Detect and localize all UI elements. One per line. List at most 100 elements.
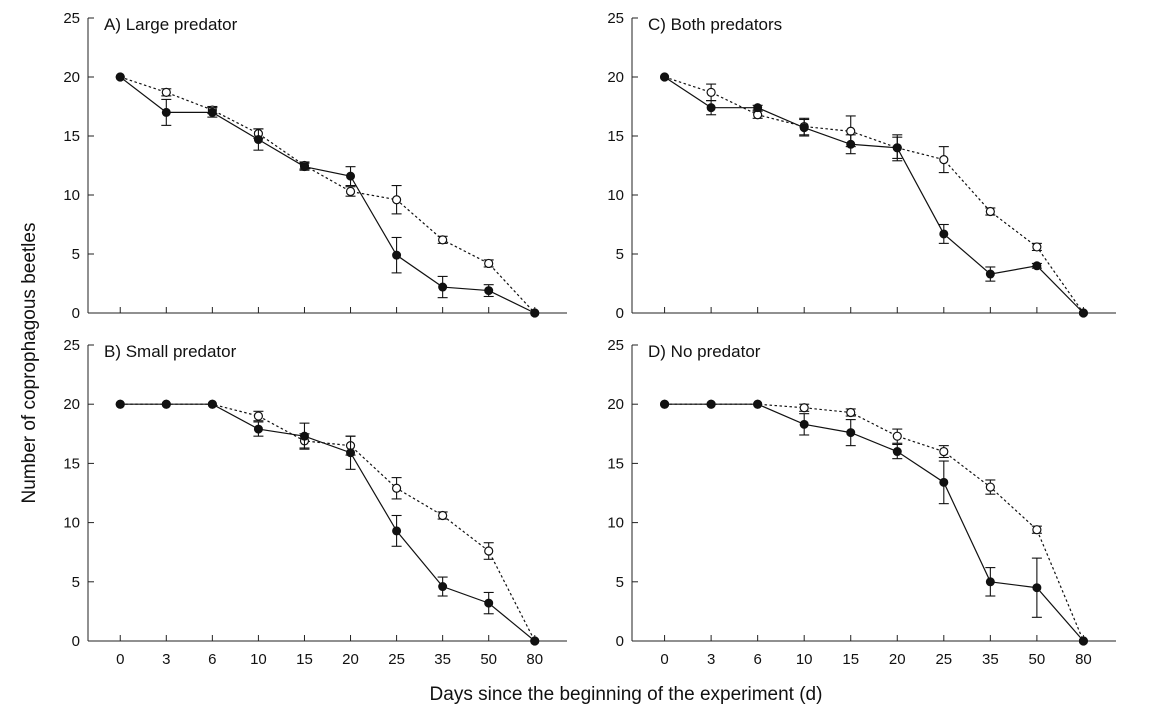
y-tick-label: 10 xyxy=(607,187,624,204)
x-tick-label: 80 xyxy=(1075,651,1092,668)
data-point-filled xyxy=(753,399,763,409)
series-line-filled xyxy=(664,76,1084,314)
data-point-open xyxy=(1032,525,1042,535)
y-tick-label: 15 xyxy=(607,128,624,145)
x-axis-title: Days since the beginning of the experime… xyxy=(430,684,823,705)
panel-title: C) Both predators xyxy=(648,15,782,34)
chart-panel-4: 0 5 10 15 20 25 0 3 6 10 15 20 25 35 50 80 D) No predato… xyxy=(607,337,1116,668)
series-line-open xyxy=(120,403,536,642)
x-tick-label: 3 xyxy=(707,651,715,668)
data-point-open xyxy=(161,87,171,97)
y-tick-label: 5 xyxy=(616,574,624,591)
data-point-filled xyxy=(1078,636,1088,646)
data-point-open xyxy=(799,403,809,413)
panel-title: D) No predator xyxy=(648,342,761,361)
data-point-filled xyxy=(846,428,856,438)
data-point-open xyxy=(846,407,856,418)
x-tick-label: 25 xyxy=(388,651,405,668)
data-point-filled xyxy=(438,582,448,592)
x-tick-label: 35 xyxy=(434,651,451,668)
data-point-filled xyxy=(207,399,217,409)
data-point-filled xyxy=(346,448,356,458)
data-point-open xyxy=(391,195,402,205)
x-tick-label: 3 xyxy=(162,651,170,668)
y-tick-label: 20 xyxy=(607,69,624,86)
data-point-open xyxy=(253,411,264,421)
data-point-filled xyxy=(299,431,309,441)
data-point-filled xyxy=(985,577,995,587)
data-point-open xyxy=(892,431,902,441)
data-point-filled xyxy=(161,399,171,409)
data-point-filled xyxy=(392,250,402,260)
data-point-filled xyxy=(799,419,809,429)
x-tick-label: 0 xyxy=(116,651,124,668)
data-point-filled xyxy=(530,308,540,318)
data-point-filled xyxy=(253,135,263,145)
x-tick-label: 0 xyxy=(660,651,668,668)
data-point-filled xyxy=(115,399,125,409)
chart-panel-3: 0 5 10 15 20 25 C) Both predators xyxy=(607,10,1116,322)
series-line-filled xyxy=(664,403,1084,642)
y-tick-label: 5 xyxy=(616,246,624,263)
panel-title: A) Large predator xyxy=(104,15,238,34)
y-tick-label: 0 xyxy=(616,633,624,650)
data-point-filled xyxy=(207,107,217,117)
x-tick-label: 20 xyxy=(342,651,359,668)
y-tick-label: 10 xyxy=(607,515,624,532)
data-point-open xyxy=(438,510,448,521)
y-axis-title: Number of coprophagous beetles xyxy=(19,223,40,504)
y-tick-label: 15 xyxy=(63,128,80,145)
data-point-filled xyxy=(753,103,763,113)
data-point-filled xyxy=(1032,261,1042,271)
y-tick-label: 25 xyxy=(63,337,80,354)
x-tick-label: 6 xyxy=(753,651,761,668)
data-point-filled xyxy=(939,229,949,239)
data-point-open xyxy=(939,155,949,165)
data-point-filled xyxy=(253,424,263,434)
data-point-filled xyxy=(530,636,540,646)
data-point-filled xyxy=(484,598,494,608)
data-point-open xyxy=(985,482,995,492)
data-point-open xyxy=(345,186,356,197)
y-tick-label: 0 xyxy=(616,305,624,322)
x-tick-label: 80 xyxy=(526,651,543,668)
data-point-filled xyxy=(1078,308,1088,318)
data-point-filled xyxy=(1032,583,1042,593)
y-tick-label: 25 xyxy=(607,337,624,354)
data-point-open xyxy=(391,483,402,493)
data-point-filled xyxy=(299,162,309,172)
data-point-open xyxy=(484,546,494,556)
data-point-filled xyxy=(346,171,356,181)
panel-title: B) Small predator xyxy=(104,342,237,361)
x-tick-label: 6 xyxy=(208,651,216,668)
y-tick-label: 25 xyxy=(607,10,624,27)
y-tick-label: 0 xyxy=(72,633,80,650)
data-point-filled xyxy=(892,447,902,457)
data-point-open xyxy=(438,235,448,245)
data-point-filled xyxy=(985,269,995,279)
y-tick-label: 20 xyxy=(63,396,80,413)
series-line-open xyxy=(120,76,536,314)
data-point-filled xyxy=(660,72,670,82)
data-point-filled xyxy=(846,139,856,149)
x-tick-label: 10 xyxy=(796,651,813,668)
data-point-filled xyxy=(706,103,716,113)
data-point-open xyxy=(939,446,949,457)
x-tick-label: 10 xyxy=(250,651,267,668)
data-point-open xyxy=(706,87,716,97)
data-point-filled xyxy=(939,477,949,487)
data-point-filled xyxy=(115,72,125,82)
series-line-filled xyxy=(120,403,536,642)
y-tick-label: 5 xyxy=(72,246,80,263)
data-point-open xyxy=(484,258,494,269)
x-tick-label: 25 xyxy=(935,651,952,668)
data-point-filled xyxy=(660,399,670,409)
y-tick-label: 20 xyxy=(63,69,80,86)
x-tick-label: 15 xyxy=(842,651,859,668)
x-tick-label: 50 xyxy=(480,651,497,668)
data-point-filled xyxy=(799,123,809,133)
series-line-filled xyxy=(119,76,536,314)
data-point-filled xyxy=(706,399,716,409)
y-tick-label: 5 xyxy=(72,574,80,591)
